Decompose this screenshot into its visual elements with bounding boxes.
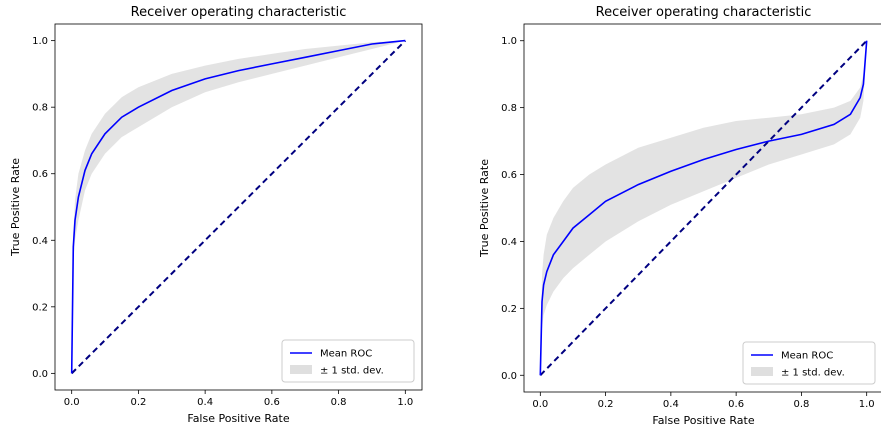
plot-area xyxy=(539,40,868,376)
x-tick-label: 0.6 xyxy=(264,397,280,408)
chart-title: Receiver operating characteristic xyxy=(131,5,347,20)
y-axis-label: True Positive Rate xyxy=(9,158,22,257)
x-tick-label: 0.6 xyxy=(728,399,744,410)
x-tick-label: 1.0 xyxy=(859,399,875,410)
x-tick-label: 0.8 xyxy=(331,397,347,408)
plot-area xyxy=(70,39,407,375)
legend-swatch-std xyxy=(751,367,773,376)
legend-box xyxy=(281,339,415,383)
legend-label-mean-roc: Mean ROC xyxy=(781,351,833,362)
y-tick-label: 0.6 xyxy=(32,169,48,180)
legend-label-std: ± 1 std. dev. xyxy=(781,368,845,379)
x-tick-label: 0.0 xyxy=(532,399,548,410)
chance-line xyxy=(70,39,407,375)
y-tick-label: 0.0 xyxy=(501,371,517,382)
x-tick-label: 1.0 xyxy=(397,397,413,408)
y-tick-label: 0.2 xyxy=(32,302,48,313)
chart-title: Receiver operating characteristic xyxy=(596,5,812,20)
legend-label-std: ± 1 std. dev. xyxy=(320,366,384,377)
y-tick-label: 0.6 xyxy=(501,170,517,181)
chance-line xyxy=(539,40,868,376)
legend: Mean ROC ± 1 std. dev. xyxy=(742,341,876,385)
mean-roc-line xyxy=(70,39,406,374)
x-axis-label: False Positive Rate xyxy=(187,412,289,425)
y-tick-label: 0.4 xyxy=(501,237,517,248)
y-tick-label: 0.8 xyxy=(32,103,48,114)
y-tick-label: 1.0 xyxy=(32,36,48,47)
x-tick-label: 0.8 xyxy=(793,399,809,410)
x-axis-label: False Positive Rate xyxy=(652,414,754,427)
axes-frame xyxy=(523,23,881,393)
legend-label-mean-roc: Mean ROC xyxy=(320,349,372,360)
y-tick-label: 0.8 xyxy=(501,103,517,114)
y-tick-label: 0.2 xyxy=(501,304,517,315)
x-tick-label: 0.0 xyxy=(64,397,80,408)
x-tick-label: 0.4 xyxy=(197,397,213,408)
legend-box xyxy=(742,341,876,385)
y-tick-label: 0.0 xyxy=(32,369,48,380)
chart-panel-1: 0.0 0.2 0.4 0.6 0.8 1.0 0.0 0.2 0.4 0.6 0.8 1.0 Rece… xyxy=(9,5,423,425)
y-tick-label: 1.0 xyxy=(501,36,517,47)
chart-panel-2: 0.0 0.2 0.4 0.6 0.8 1.0 0.0 0.2 0.4 0.6 0.8 1.0 Rece… xyxy=(478,5,881,427)
axes-frame xyxy=(54,23,423,391)
legend-swatch-std xyxy=(290,365,312,374)
x-tick-label: 0.2 xyxy=(598,399,614,410)
mean-roc-line xyxy=(539,40,868,376)
legend: Mean ROC ± 1 std. dev. xyxy=(281,339,415,383)
y-axis-label: True Positive Rate xyxy=(478,159,491,258)
x-tick-label: 0.2 xyxy=(130,397,146,408)
x-tick-label: 0.4 xyxy=(663,399,679,410)
y-tick-label: 0.4 xyxy=(32,236,48,247)
